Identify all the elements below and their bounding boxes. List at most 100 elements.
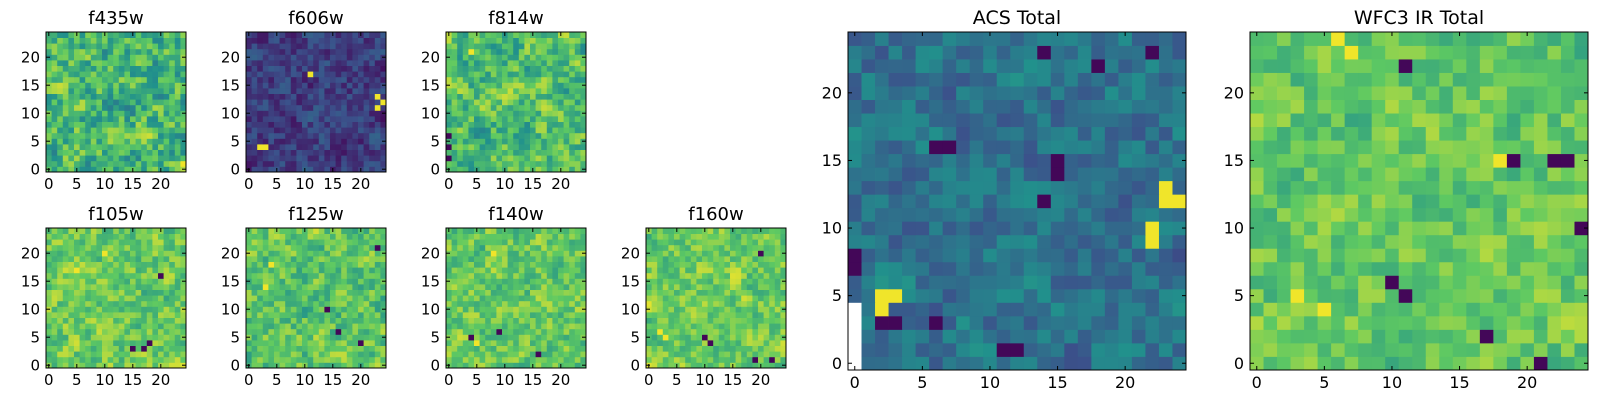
heatmap-cell: [51, 295, 58, 302]
heatmap-cell: [474, 43, 480, 50]
heatmap-cell: [335, 127, 342, 134]
heatmap-cell: [285, 104, 292, 111]
heatmap-cell: [85, 356, 92, 363]
heatmap-cell: [130, 138, 136, 145]
heatmap-cell: [496, 267, 503, 274]
heatmap-cell: [518, 267, 525, 274]
heatmap-cell: [135, 82, 142, 89]
heatmap-cell: [552, 356, 559, 363]
heatmap-cell: [574, 88, 581, 94]
heatmap-cell: [369, 323, 376, 330]
heatmap-cell: [485, 233, 492, 240]
heatmap-cell: [346, 261, 353, 268]
heatmap-cell: [1077, 356, 1092, 371]
heatmap-cell: [79, 261, 86, 268]
heatmap-cell: [135, 317, 142, 324]
heatmap-cell: [496, 340, 503, 346]
heatmap-cell: [335, 160, 342, 167]
heatmap-cell: [769, 362, 776, 369]
heatmap-cell: [51, 261, 58, 268]
heatmap-cell: [296, 138, 303, 145]
heatmap-cell: [169, 300, 176, 307]
heatmap-cell: [74, 65, 80, 72]
heatmap-cell: [307, 278, 314, 285]
heatmap-cell: [341, 228, 348, 234]
heatmap-cell: [888, 302, 903, 317]
heatmap-cell: [713, 351, 720, 358]
heatmap-cell: [569, 99, 576, 106]
heatmap-cell: [141, 132, 148, 139]
heatmap-cell: [485, 289, 492, 296]
heatmap-cell: [318, 267, 325, 274]
heatmap-cell: [130, 76, 136, 83]
heatmap-cell: [246, 340, 252, 346]
heatmap-cell: [769, 233, 776, 240]
heatmap-cell: [302, 239, 308, 246]
heatmap-cell: [279, 256, 286, 262]
heatmap-cell: [90, 71, 97, 78]
heatmap-cell: [530, 121, 536, 128]
heatmap-cell: [318, 155, 325, 162]
heatmap-cell: [346, 362, 353, 369]
heatmap-cell: [102, 82, 108, 89]
heatmap-cell: [369, 149, 376, 156]
heatmap-cell: [74, 48, 80, 55]
heatmap-cell: [902, 315, 916, 330]
heatmap-cell: [262, 256, 269, 262]
heatmap-cell: [79, 267, 86, 274]
heatmap-cell: [118, 233, 125, 240]
heatmap-cell: [46, 149, 52, 156]
heatmap-cell: [302, 272, 308, 279]
heatmap-cell: [85, 99, 92, 106]
heatmap-cell: [662, 233, 669, 240]
heatmap-cell: [651, 306, 658, 313]
y-tick-label: 15: [221, 76, 240, 94]
heatmap-cell: [1145, 221, 1160, 236]
heatmap-cell: [956, 261, 971, 276]
heatmap-cell: [457, 261, 464, 268]
heatmap-cell: [690, 362, 697, 369]
heatmap-cell: [251, 88, 258, 94]
heatmap-cell: [490, 166, 497, 173]
heatmap-cell: [257, 261, 264, 268]
heatmap-cell: [496, 261, 503, 268]
heatmap-cell: [79, 138, 86, 145]
heatmap-cell: [942, 329, 957, 344]
heatmap-cell: [541, 250, 548, 257]
heatmap-cell: [318, 272, 325, 279]
heatmap-cell: [102, 138, 108, 145]
heatmap-cell: [1037, 167, 1052, 182]
heatmap-cell: [124, 345, 131, 352]
heatmap-cell: [774, 317, 781, 324]
heatmap-cell: [268, 306, 275, 313]
heatmap-cell: [657, 284, 664, 290]
heatmap-cell: [330, 312, 336, 318]
heatmap-cell: [68, 48, 75, 55]
heatmap-cell: [490, 323, 497, 330]
heatmap-cell: [1023, 153, 1038, 168]
heatmap-cell: [468, 256, 475, 262]
heatmap-cell: [446, 272, 452, 279]
heatmap-cell: [279, 37, 286, 44]
heatmap-cell: [346, 32, 353, 38]
heatmap-cell: [451, 334, 458, 341]
heatmap-cell: [285, 289, 292, 296]
heatmap-cell: [535, 93, 542, 100]
heatmap-cell: [485, 104, 492, 111]
heatmap-cell: [46, 345, 52, 352]
heatmap-cell: [118, 104, 125, 111]
heatmap-cell: [380, 312, 387, 318]
heatmap-cell: [79, 60, 86, 66]
heatmap-cell: [113, 228, 120, 234]
heatmap-cell: [718, 345, 725, 352]
heatmap-cell: [468, 345, 475, 352]
heatmap-cell: [380, 88, 387, 94]
heatmap-cell: [96, 306, 103, 313]
heatmap-cell: [251, 132, 258, 139]
heatmap-cell: [318, 300, 325, 307]
heatmap-cell: [341, 334, 348, 341]
heatmap-cell: [257, 65, 264, 72]
heatmap-cell: [251, 127, 258, 134]
heatmap-cell: [268, 76, 275, 83]
heatmap-cell: [535, 239, 542, 246]
